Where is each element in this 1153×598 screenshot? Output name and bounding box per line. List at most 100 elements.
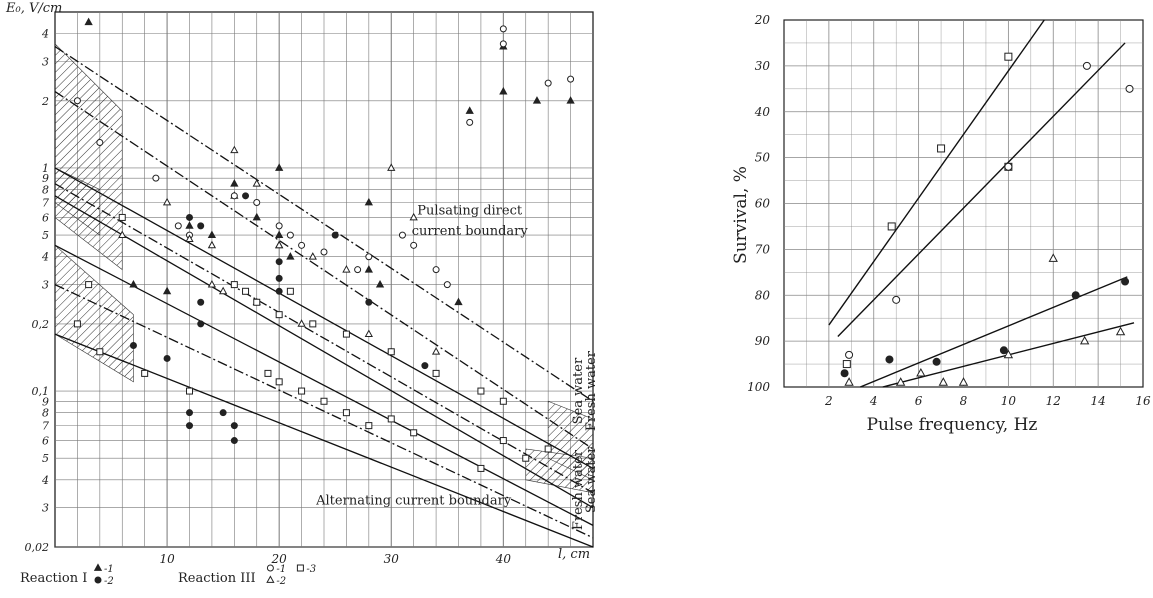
left-hatched-region [547, 400, 594, 481]
legend-marker [266, 575, 275, 583]
left-data-point [197, 298, 205, 306]
legend-marker [296, 564, 304, 572]
left-y-tick-label: 0,1 [32, 385, 50, 398]
left-y-tick-label: 7 [42, 197, 49, 210]
left-data-point [129, 342, 137, 350]
right-data-point [1048, 253, 1058, 262]
left-data-point [275, 258, 283, 266]
left-data-point [152, 174, 160, 182]
left-data-point [364, 197, 373, 206]
left-hatched-region [54, 167, 101, 236]
right-x-tick-label: 10 [1001, 394, 1017, 408]
left-data-point [454, 297, 463, 306]
left-data-point [566, 96, 575, 104]
right-x-tick-label: 14 [1090, 394, 1105, 408]
left-data-point [421, 362, 429, 370]
left-data-point [499, 40, 507, 48]
left-data-point [431, 347, 441, 355]
right-x-tick-label: 4 [869, 394, 878, 408]
left-data-point [298, 241, 306, 249]
left-data-point [342, 265, 351, 273]
left-hatched-region [54, 43, 123, 271]
right-grid [783, 19, 1144, 388]
left-data-point [230, 422, 238, 430]
left-data-point [477, 464, 485, 472]
right-y-tick-label: 90 [755, 334, 771, 348]
right-data-point [1004, 52, 1013, 61]
left-grid [54, 11, 594, 548]
left-data-point [73, 320, 81, 328]
left-data-point [443, 281, 451, 289]
left-data-point [286, 231, 294, 239]
left-x-tick-label: 10 [159, 552, 175, 566]
legend-item-label: -3 [306, 564, 316, 575]
left-data-point [230, 179, 239, 187]
left-annotation: Sea water [571, 357, 586, 424]
left-data-point [297, 319, 306, 327]
left-data-point [185, 234, 194, 242]
left-y-tick-label: 8 [42, 407, 49, 420]
right-data-point [1115, 326, 1126, 336]
right-data-point [1121, 277, 1130, 286]
left-boundary-line [54, 167, 594, 469]
left-data-points [73, 17, 575, 472]
left-data-point [186, 387, 193, 395]
left-boundary-line [54, 333, 594, 548]
legend-marker [93, 563, 103, 571]
left-data-point [387, 415, 395, 423]
left-data-point [365, 298, 373, 306]
left-data-point [253, 199, 261, 207]
left-data-point [73, 97, 81, 105]
left-y-tick-label: 3 [42, 502, 49, 515]
left-data-point [342, 409, 350, 417]
left-y-tick-label: 9 [42, 395, 49, 408]
left-data-point [186, 409, 193, 417]
left-data-point [230, 281, 238, 289]
left-data-point [410, 241, 418, 249]
left-data-point [466, 118, 474, 126]
left-data-point [308, 252, 317, 260]
left-x-tick-labels: 10 20 30 40 [159, 552, 511, 566]
right-y-tick-label: 50 [755, 151, 771, 165]
left-y-tick-label: 5 [42, 452, 49, 465]
left-y-tick-label: 1 [42, 162, 49, 175]
left-data-point [162, 286, 172, 295]
right-data-point [938, 377, 949, 386]
left-data-point [354, 266, 362, 274]
legend-item-label: -1 [104, 564, 114, 575]
right-data-point [1079, 335, 1090, 345]
left-data-point [253, 298, 261, 306]
right-y-tick-label: 70 [755, 242, 771, 256]
left-data-point [331, 231, 339, 239]
left-y-tick-label: 6 [42, 435, 49, 448]
right-data-point [958, 377, 969, 386]
right-data-point [1082, 61, 1091, 70]
left-data-point [275, 274, 283, 282]
left-data-point [242, 192, 250, 200]
right-data-points [840, 52, 1134, 386]
left-data-point [365, 422, 373, 430]
right-data-point [885, 355, 894, 364]
left-y-tick-label: 3 [42, 279, 49, 292]
left-data-point [96, 139, 104, 147]
left-data-point [286, 287, 294, 295]
left-y-tick-label: 7 [42, 420, 49, 433]
right-y-tick-label: 100 [747, 380, 770, 394]
left-data-point [118, 230, 127, 239]
left-data-point [141, 369, 149, 377]
left-y-tick-label: 0,02 [25, 541, 50, 554]
left-data-point [185, 221, 194, 229]
right-x-tick-label: 8 [960, 394, 968, 408]
left-data-point [84, 17, 93, 26]
left-data-point [499, 437, 507, 445]
left-data-point [252, 212, 261, 221]
left-x-tick-label: 30 [384, 552, 400, 566]
left-y-tick-label: 4 [41, 251, 49, 264]
left-data-point [567, 75, 575, 83]
right-y-tick-labels: 20 30 40 50 60 70 80 90 100 [747, 13, 770, 394]
left-data-point [118, 213, 126, 221]
left-data-point [129, 279, 138, 288]
right-data-point [937, 144, 946, 153]
right-x-tick-labels: 2 4 6 8 10 12 14 16 [824, 394, 1151, 408]
